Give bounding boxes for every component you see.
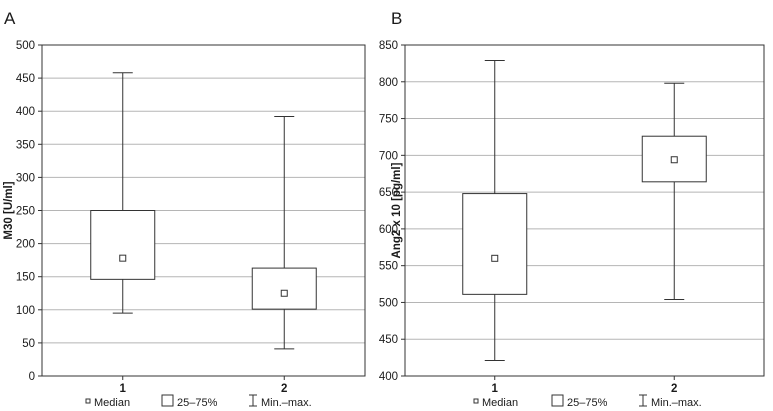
y-tick-label: 750 bbox=[379, 114, 398, 126]
y-tick-label: 450 bbox=[16, 73, 35, 85]
y-tick-label: 550 bbox=[379, 261, 398, 273]
y-tick-label: 500 bbox=[379, 297, 398, 309]
legend-median-icon bbox=[85, 398, 91, 404]
plot-frame bbox=[404, 44, 765, 377]
y-tick-label: 250 bbox=[16, 206, 35, 218]
y-tick-label: 850 bbox=[379, 40, 398, 52]
y-tick-label: 350 bbox=[16, 139, 35, 151]
median-marker bbox=[119, 254, 127, 262]
y-tick-label: 100 bbox=[16, 305, 35, 317]
y-tick-label: 200 bbox=[16, 239, 35, 251]
legend-median-icon bbox=[473, 398, 479, 404]
panel-b: B 400 450 500 550 600 650 700 750 800 850 Ang2 x 10… bbox=[379, 9, 765, 409]
legend-entry-whisker: Min.–max. bbox=[639, 394, 702, 409]
legend-label: Min.–max. bbox=[261, 397, 312, 409]
box-2 bbox=[251, 115, 317, 350]
legend-label: Min.–max. bbox=[651, 397, 702, 409]
iqr-box bbox=[251, 267, 317, 310]
y-axis-label: Ang2 x 10 [pg/ml] bbox=[391, 162, 403, 258]
panel-a: A 0 50 100 150 200 250 300 350 400 450 500 M30 [U/ml… bbox=[3, 9, 366, 409]
y-tick-label: 400 bbox=[379, 371, 398, 383]
iqr-box bbox=[462, 193, 528, 295]
legend-label: 25–75% bbox=[177, 397, 218, 409]
y-tick-label: 300 bbox=[16, 172, 35, 184]
y-tick-label: 150 bbox=[16, 272, 35, 284]
x-category-label: 2 bbox=[671, 383, 677, 395]
y-axis-label: M30 [U/ml] bbox=[3, 181, 15, 239]
panel-letter: B bbox=[391, 9, 402, 28]
legend-box-icon bbox=[551, 394, 564, 407]
legend-label: 25–75% bbox=[567, 397, 608, 409]
y-tick-label: 400 bbox=[16, 106, 35, 118]
y-tick-label: 50 bbox=[22, 338, 35, 350]
legend-box-icon bbox=[161, 394, 174, 407]
legend-entry-median: Median bbox=[85, 397, 130, 409]
legend-entry-box: 25–75% bbox=[551, 394, 608, 409]
y-tick-label: 650 bbox=[379, 187, 398, 199]
y-tick-label: 0 bbox=[29, 371, 35, 383]
median-marker bbox=[491, 254, 499, 262]
plot-frame bbox=[41, 44, 366, 377]
box-2 bbox=[641, 82, 707, 301]
box-1 bbox=[90, 72, 156, 314]
panel-letter: A bbox=[4, 9, 16, 28]
median-marker bbox=[280, 289, 288, 297]
legend-label: Median bbox=[482, 397, 518, 409]
y-tick-label: 500 bbox=[16, 40, 35, 52]
legend-label: Median bbox=[94, 397, 130, 409]
legend-entry-median: Median bbox=[473, 397, 518, 409]
y-tick-label: 800 bbox=[379, 77, 398, 89]
y-tick-label: 600 bbox=[379, 224, 398, 236]
iqr-box bbox=[90, 210, 156, 280]
y-tick-label: 450 bbox=[379, 334, 398, 346]
legend-entry-whisker: Min.–max. bbox=[249, 394, 312, 409]
y-tick-label: 700 bbox=[379, 150, 398, 162]
legend-entry-box: 25–75% bbox=[161, 394, 218, 409]
median-marker bbox=[670, 156, 678, 164]
x-category-label: 1 bbox=[120, 383, 127, 395]
box-1 bbox=[462, 59, 528, 362]
x-category-label: 1 bbox=[492, 383, 499, 395]
x-category-label: 2 bbox=[281, 383, 287, 395]
